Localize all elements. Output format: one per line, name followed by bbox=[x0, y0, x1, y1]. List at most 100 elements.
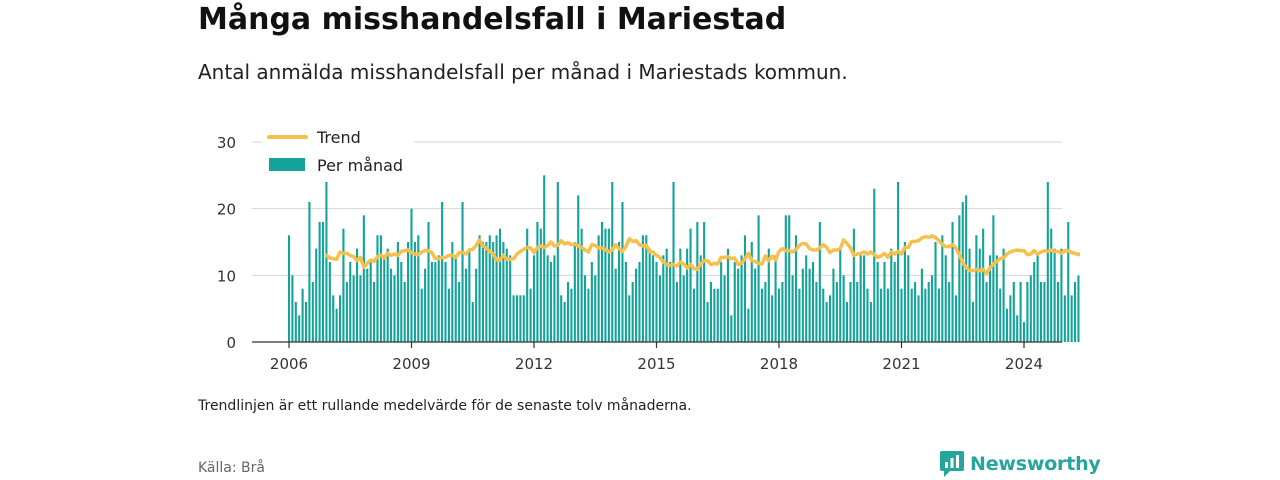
bar bbox=[1022, 322, 1026, 342]
bar bbox=[471, 302, 474, 342]
bar bbox=[703, 222, 706, 342]
bar bbox=[614, 268, 617, 342]
bar bbox=[570, 288, 573, 342]
bar bbox=[652, 255, 655, 342]
bar bbox=[730, 315, 733, 342]
trend-line bbox=[324, 234, 1080, 276]
bar bbox=[842, 275, 845, 342]
bar bbox=[396, 242, 399, 342]
bar bbox=[1060, 248, 1063, 342]
bar bbox=[822, 288, 825, 342]
bar bbox=[689, 228, 692, 342]
bar bbox=[818, 222, 821, 342]
bar bbox=[1033, 262, 1036, 342]
bar bbox=[917, 295, 920, 342]
bar bbox=[621, 202, 624, 342]
bar bbox=[781, 282, 784, 342]
bar bbox=[294, 302, 297, 342]
bar bbox=[978, 248, 981, 342]
bar bbox=[635, 268, 638, 342]
bar bbox=[1043, 282, 1046, 342]
bar bbox=[390, 268, 393, 342]
bar bbox=[580, 228, 583, 342]
bar bbox=[560, 295, 563, 342]
bar bbox=[1053, 248, 1056, 342]
bar bbox=[515, 295, 519, 342]
bar bbox=[641, 235, 644, 342]
bar bbox=[883, 262, 886, 342]
x-tick-label: 2009 bbox=[392, 355, 430, 373]
bar bbox=[536, 222, 539, 342]
bar bbox=[420, 288, 423, 342]
y-tick-label: 30 bbox=[217, 134, 236, 152]
bar bbox=[825, 302, 828, 342]
bar bbox=[1009, 295, 1012, 342]
bar bbox=[444, 262, 447, 342]
bar bbox=[407, 242, 410, 342]
bar bbox=[893, 262, 896, 342]
bar bbox=[597, 235, 600, 342]
source-note: Källa: Brå bbox=[198, 460, 265, 476]
bar bbox=[383, 255, 386, 342]
bar bbox=[1026, 282, 1029, 342]
bar bbox=[897, 182, 900, 342]
y-tick-label: 0 bbox=[226, 334, 236, 352]
bar bbox=[315, 248, 318, 342]
bar bbox=[393, 275, 396, 342]
bar bbox=[308, 202, 311, 342]
bar bbox=[886, 288, 889, 342]
bar bbox=[321, 222, 325, 342]
bar bbox=[618, 242, 621, 342]
bar bbox=[386, 248, 389, 342]
bar bbox=[686, 248, 689, 342]
bar bbox=[594, 275, 597, 342]
bar bbox=[335, 308, 338, 342]
bar bbox=[492, 242, 495, 342]
bar bbox=[737, 268, 740, 342]
bar bbox=[328, 262, 331, 342]
bar bbox=[604, 228, 607, 342]
bar bbox=[876, 262, 879, 342]
bar bbox=[543, 175, 546, 342]
bar bbox=[583, 275, 587, 342]
bar bbox=[611, 182, 614, 342]
bar bbox=[920, 268, 923, 342]
bar bbox=[332, 295, 335, 342]
bar bbox=[934, 242, 937, 342]
bar bbox=[927, 282, 930, 342]
bar bbox=[716, 288, 719, 342]
bar bbox=[304, 302, 308, 342]
bar bbox=[624, 262, 627, 342]
chart-subtitle: Antal anmälda misshandelsfall per månad … bbox=[198, 60, 848, 84]
bar bbox=[832, 268, 835, 342]
bar bbox=[720, 262, 723, 342]
bar bbox=[553, 255, 556, 342]
bar bbox=[975, 235, 978, 342]
bar bbox=[352, 275, 355, 342]
bar bbox=[498, 228, 502, 342]
bar bbox=[475, 268, 478, 342]
bar bbox=[954, 295, 957, 342]
bar bbox=[662, 255, 665, 342]
bar bbox=[679, 248, 682, 342]
bar bbox=[447, 288, 450, 342]
bar bbox=[566, 282, 570, 342]
bar bbox=[359, 275, 362, 342]
bar bbox=[526, 228, 529, 342]
bar bbox=[941, 235, 944, 342]
bar bbox=[910, 288, 913, 342]
bar bbox=[1067, 222, 1070, 342]
bar bbox=[655, 262, 658, 342]
bar bbox=[811, 262, 815, 342]
bar bbox=[760, 288, 764, 342]
chart-footnote: Trendlinjen är ett rullande medelvärde f… bbox=[198, 398, 692, 414]
bar bbox=[914, 282, 917, 342]
bar bbox=[417, 235, 420, 342]
bar bbox=[522, 295, 525, 342]
bar bbox=[839, 248, 842, 342]
bar bbox=[784, 215, 787, 342]
bar bbox=[607, 228, 610, 342]
bar bbox=[828, 295, 832, 342]
bar bbox=[338, 295, 342, 342]
